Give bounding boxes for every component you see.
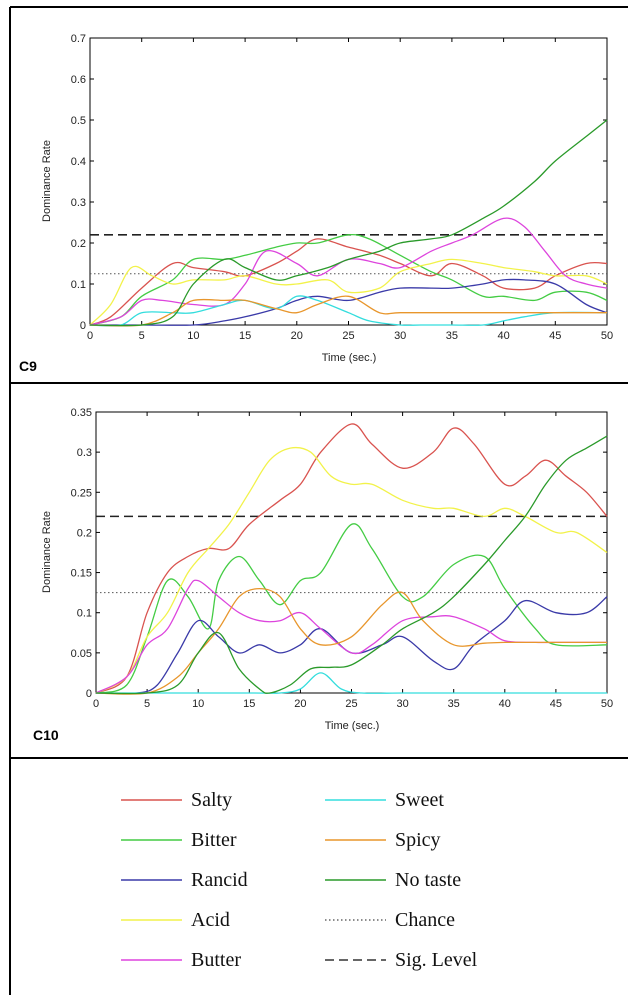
panel-label: C10 xyxy=(33,727,59,743)
y-tick-label: 0.15 xyxy=(71,568,92,580)
series-line-acid xyxy=(89,258,608,326)
x-tick-label: 15 xyxy=(243,698,255,710)
x-axis-ticks: 0 5 10 15 20 25 30 35 40 45 50 xyxy=(87,38,613,342)
legend-label: Spicy xyxy=(395,829,441,851)
x-tick-label: 40 xyxy=(497,330,509,342)
y-tick-label: 0.05 xyxy=(71,648,92,660)
x-tick-label: 45 xyxy=(549,330,561,342)
y-tick-label: 0.1 xyxy=(77,608,92,620)
x-tick-label: 0 xyxy=(87,330,93,342)
legend-label: No taste xyxy=(395,869,461,891)
series-lines xyxy=(95,423,608,695)
legend-label: Bitter xyxy=(191,829,237,851)
y-axis-label: Dominance Rate xyxy=(41,140,53,222)
series-line-rancid xyxy=(95,596,608,695)
legend-label: Acid xyxy=(191,909,230,931)
x-tick-label: 35 xyxy=(446,330,458,342)
series-line-salty xyxy=(89,238,608,326)
chart-c10: 0 0.05 0.1 0.15 0.2 0.25 0.3 0.35 0 5 10 15 20 25 30 3… xyxy=(33,407,613,743)
series-line-rancid xyxy=(89,278,608,326)
x-tick-label: 10 xyxy=(192,698,204,710)
legend-label: Rancid xyxy=(191,869,248,891)
series-line-no-taste xyxy=(89,119,608,327)
series-line-acid xyxy=(95,446,608,694)
series-line-salty xyxy=(95,423,608,694)
x-axis-label: Time (sec.) xyxy=(325,720,380,732)
y-tick-label: 0 xyxy=(80,320,86,332)
y-tick-label: 0.6 xyxy=(71,74,86,86)
series-line-butter xyxy=(89,217,608,326)
y-tick-label: 0.4 xyxy=(71,156,86,168)
y-tick-label: 0.7 xyxy=(71,33,86,45)
x-tick-label: 50 xyxy=(601,330,613,342)
y-tick-label: 0.3 xyxy=(77,447,92,459)
x-tick-label: 30 xyxy=(396,698,408,710)
y-axis-ticks: 0 0.05 0.1 0.15 0.2 0.25 0.3 0.35 xyxy=(71,407,607,700)
x-tick-label: 25 xyxy=(345,698,357,710)
x-tick-label: 40 xyxy=(499,698,511,710)
y-tick-label: 0.1 xyxy=(71,279,86,291)
x-tick-label: 20 xyxy=(294,698,306,710)
y-tick-label: 0.3 xyxy=(71,197,86,209)
y-axis-label: Dominance Rate xyxy=(41,511,53,593)
panel-label: C9 xyxy=(19,358,37,374)
legend-label: Sig. Level xyxy=(395,949,478,971)
plot-area xyxy=(89,37,608,326)
series-lines xyxy=(89,119,608,327)
series-line-sweet xyxy=(89,295,608,327)
series-line-spicy xyxy=(89,295,607,327)
legend-label: Salty xyxy=(191,789,232,811)
y-tick-label: 0.25 xyxy=(71,487,92,499)
y-tick-label: 0 xyxy=(86,688,92,700)
x-tick-label: 0 xyxy=(93,698,99,710)
x-tick-label: 35 xyxy=(448,698,460,710)
y-tick-label: 0.2 xyxy=(71,238,86,250)
y-tick-label: 0.35 xyxy=(71,407,92,419)
legend-label: Butter xyxy=(191,949,241,971)
x-tick-label: 30 xyxy=(394,330,406,342)
x-axis-label: Time (sec.) xyxy=(322,352,377,364)
series-line-butter xyxy=(95,579,607,694)
reference-lines xyxy=(96,515,607,594)
legend-label: Sweet xyxy=(395,789,444,811)
y-tick-label: 0.2 xyxy=(77,527,92,539)
x-tick-label: 25 xyxy=(342,330,354,342)
series-line-no-taste xyxy=(95,435,608,695)
x-tick-label: 10 xyxy=(187,330,199,342)
plot-area xyxy=(95,411,608,694)
x-tick-label: 5 xyxy=(139,330,145,342)
x-tick-label: 15 xyxy=(239,330,251,342)
chart-c9: 0 0.1 0.2 0.3 0.4 0.5 0.6 0.7 0 5 10 15 20 25 30 35 40 4… xyxy=(19,33,613,374)
y-tick-label: 0.5 xyxy=(71,115,86,127)
series-line-bitter xyxy=(89,233,608,326)
x-tick-label: 5 xyxy=(144,698,150,710)
legend-label: Chance xyxy=(395,909,455,931)
x-tick-label: 50 xyxy=(601,698,613,710)
x-tick-label: 45 xyxy=(550,698,562,710)
series-line-bitter xyxy=(95,523,608,694)
legend: Salty Bitter Rancid Acid Butter Sweet Spicy No … xyxy=(121,789,478,971)
x-tick-label: 20 xyxy=(291,330,303,342)
